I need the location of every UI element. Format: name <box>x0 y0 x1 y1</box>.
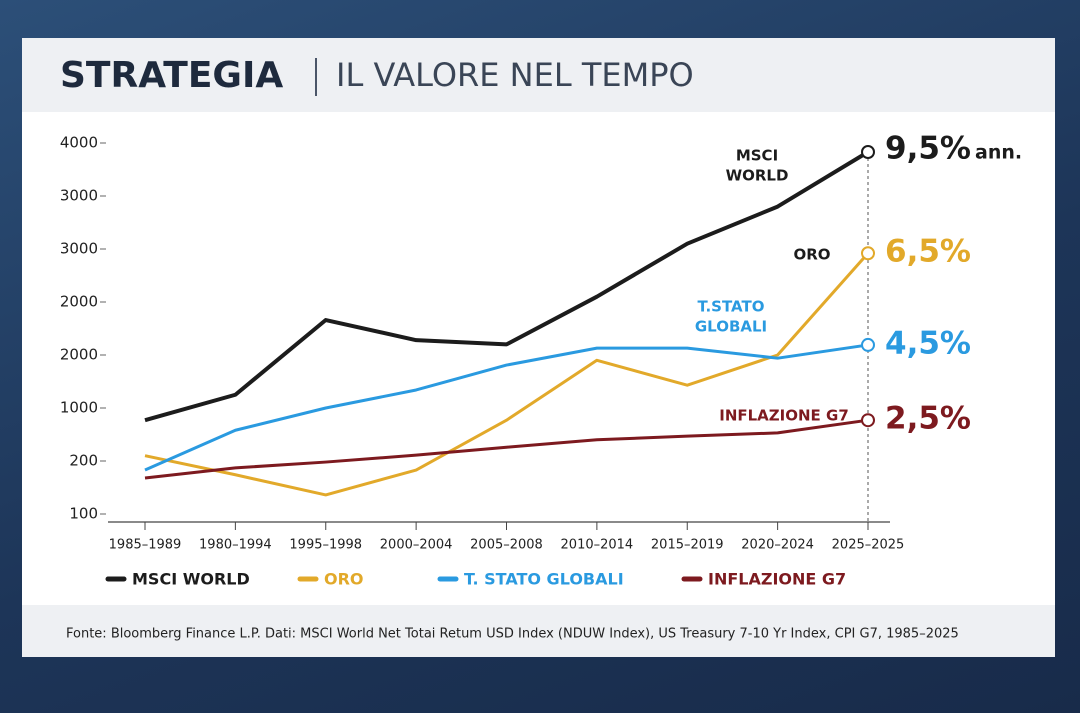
x-tick-label: 2005–2008 <box>470 538 543 553</box>
legend-label: T. STATO GLOBALI <box>464 570 624 589</box>
y-tick-label: 2000 <box>60 346 98 364</box>
series-line <box>144 150 870 423</box>
x-tick-label: 2020–2024 <box>741 538 814 553</box>
x-tick-label: 1985–1989 <box>109 538 182 553</box>
chart-title: STRATEGIA <box>60 55 283 96</box>
header <box>22 38 1055 112</box>
y-tick-label: 200 <box>69 452 98 470</box>
return-label: 6,5% <box>885 234 971 270</box>
y-tick-label: 1000 <box>60 399 98 417</box>
x-tick-label: 1995–1998 <box>289 538 362 553</box>
x-tick-label: 2000–2004 <box>380 538 453 553</box>
end-point <box>861 413 875 428</box>
legend-label: INFLAZIONE G7 <box>708 570 846 589</box>
footer <box>22 605 1055 657</box>
y-tick-label: 2000 <box>60 293 98 311</box>
x-tick-label: 1980–1994 <box>199 538 272 553</box>
end-point <box>861 145 875 160</box>
y-tick-label: 100 <box>69 505 98 523</box>
series-label: GLOBALI <box>695 318 767 336</box>
series-line <box>144 343 869 472</box>
x-tick-label: 2025–2025 <box>832 538 905 553</box>
return-label: 2,5% <box>885 401 971 437</box>
chart-subtitle: IL VALORE NEL TEMPO <box>336 56 694 94</box>
end-point <box>861 337 875 352</box>
return-label: 9,5% <box>885 131 971 167</box>
legend-label: MSCI WORLD <box>132 570 250 589</box>
return-label: 4,5% <box>885 326 971 362</box>
y-tick-label: 4000 <box>60 134 98 152</box>
card <box>22 38 1055 657</box>
end-point <box>861 246 875 261</box>
y-tick-label: 3000 <box>60 187 98 205</box>
y-tick-label: 3000 <box>60 240 98 258</box>
series-label: T.STATO <box>698 298 765 316</box>
return-suffix: ann. <box>975 142 1022 164</box>
series-line <box>144 252 870 497</box>
x-tick-label: 2015–2019 <box>651 538 724 553</box>
series-label: ORO <box>793 246 830 264</box>
series-label: INFLAZIONE G7 <box>719 407 849 425</box>
series-label: MSCI <box>736 147 778 165</box>
series-line <box>144 418 869 480</box>
x-tick-label: 2010–2014 <box>561 538 634 553</box>
source: Fonte: Bloomberg Finance L.P. Dati: MSCI… <box>66 627 959 642</box>
series-label: WORLD <box>726 167 789 185</box>
legend-label: ORO <box>324 570 364 589</box>
